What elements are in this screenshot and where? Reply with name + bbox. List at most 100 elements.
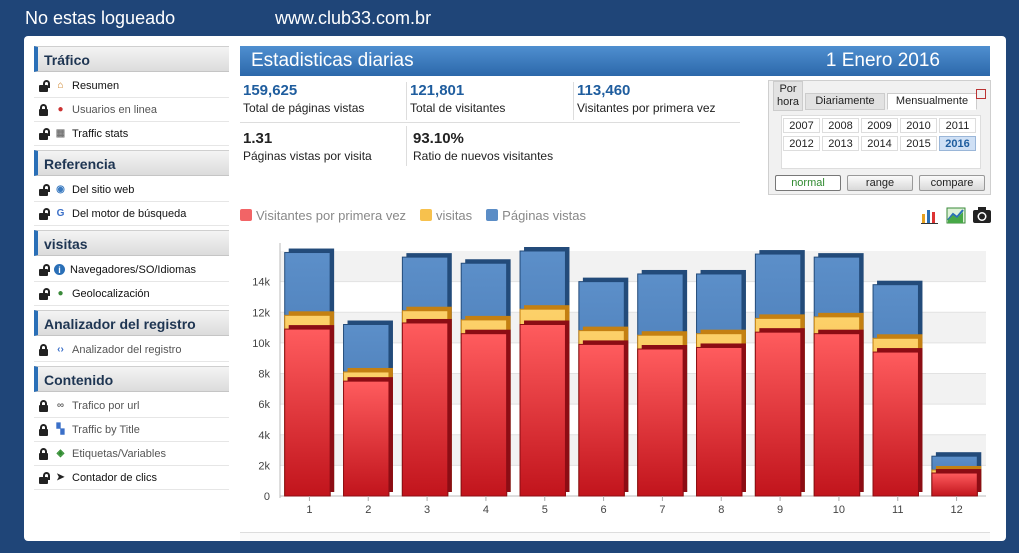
sidebar-item[interactable]: ➤ Contador de clics xyxy=(34,466,229,490)
sidebar-item-label: Del motor de búsqueda xyxy=(72,207,187,220)
sidebar-section-items: ◉ Del sitio web G Del motor de búsqueda xyxy=(34,176,229,230)
stat-first-time: 113,460 Visitantes por primera vez xyxy=(577,82,716,115)
legend-swatch xyxy=(486,209,499,221)
bar-chart-icon[interactable] xyxy=(920,206,940,224)
stat-label: Total de visitantes xyxy=(410,101,506,115)
live-icon: ● xyxy=(57,104,64,115)
legend-swatch xyxy=(420,209,433,221)
legend-item-first-time[interactable]: Visitantes por primera vez xyxy=(240,206,406,224)
sidebar-section-items: i Navegadores/SO/Idiomas ● Geolocalización xyxy=(34,256,229,310)
google-icon: G xyxy=(56,208,65,219)
blocks-icon: ▚ xyxy=(56,424,65,435)
year-button[interactable]: 2010 xyxy=(900,118,937,133)
sidebar-item[interactable]: ▚ Traffic by Title xyxy=(34,418,229,442)
legend-item-pageviews[interactable]: Páginas vistas xyxy=(486,206,586,224)
camera-icon[interactable] xyxy=(972,206,992,224)
unlocked-icon xyxy=(38,207,50,221)
bar-first-time xyxy=(519,324,566,497)
sidebar-item[interactable]: G Del motor de búsqueda xyxy=(34,202,229,226)
stat-value: 159,625 xyxy=(243,82,298,99)
mode-compare-button[interactable]: compare xyxy=(919,175,985,191)
stat-value: 113,460 xyxy=(577,82,631,99)
x-tick-label: 4 xyxy=(483,504,489,516)
unlocked-icon xyxy=(38,79,50,93)
sidebar-item[interactable]: ◉ Del sitio web xyxy=(34,178,229,202)
sidebar-item[interactable]: ● Usuarios en linea xyxy=(34,98,229,122)
sidebar-item-label: Resumen xyxy=(72,79,120,92)
x-tick-label: 11 xyxy=(892,504,903,516)
x-tick-label: 12 xyxy=(950,504,962,516)
stat-total-pages: 159,625 Total de páginas vistas xyxy=(243,82,364,115)
y-tick-label: 8k xyxy=(258,369,270,381)
link-icon: ∞ xyxy=(56,400,65,411)
sidebar-item[interactable]: ● Geolocalización xyxy=(34,282,229,306)
year-button[interactable]: 2009 xyxy=(861,118,898,133)
tab-monthly[interactable]: Mensualmente xyxy=(887,93,977,110)
sidebar-item[interactable]: ◈ Etiquetas/Variables xyxy=(34,442,229,466)
sidebar-item-label: Navegadores/SO/Idiomas xyxy=(70,263,196,276)
x-tick-label: 10 xyxy=(833,504,845,516)
page-header: Estadisticas diarias 1 Enero 2016 xyxy=(240,46,990,76)
site-url[interactable]: www.club33.com.br xyxy=(275,8,432,28)
sidebar-item-label: Geolocalización xyxy=(72,287,150,300)
sidebar-item-label: Analizador del registro xyxy=(72,343,182,356)
tab-hourly[interactable]: Por hora xyxy=(773,81,803,111)
tab-daily[interactable]: Diariamente xyxy=(805,93,885,110)
page-title: Estadisticas diarias xyxy=(251,50,414,71)
grid-band xyxy=(280,251,986,282)
x-tick-label: 3 xyxy=(424,504,430,516)
x-tick-label: 5 xyxy=(542,504,548,516)
code-icon: ‹› xyxy=(57,344,64,355)
bar-first-time xyxy=(343,380,390,497)
earth-icon: ● xyxy=(57,288,64,299)
tag-icon: ◈ xyxy=(56,448,65,459)
top-bar: No estas logueado www.club33.com.br xyxy=(0,0,1019,36)
sidebar-item[interactable]: ‹› Analizador del registro xyxy=(34,338,229,362)
sidebar-item-label: Traffic stats xyxy=(72,127,129,140)
stat-value: 121,801 xyxy=(410,82,465,99)
bar-first-time xyxy=(578,343,625,497)
lock-icon xyxy=(38,103,50,117)
info-icon: i xyxy=(54,264,65,275)
year-button[interactable]: 2007 xyxy=(783,118,820,133)
cursor-icon: ➤ xyxy=(56,472,65,483)
stats-summary: 159,625 Total de páginas vistas 121,801 … xyxy=(240,82,740,176)
bar-first-time xyxy=(872,351,919,497)
year-button[interactable]: 2016 xyxy=(939,136,976,151)
mode-range-button[interactable]: range xyxy=(847,175,913,191)
divider xyxy=(240,122,740,123)
year-button[interactable]: 2012 xyxy=(783,136,820,151)
calendar-icon[interactable] xyxy=(976,89,986,99)
mode-normal-button[interactable]: normal xyxy=(775,175,841,191)
year-grid: 2007 2008 2009 2010 2011 2012 2013 2014 2015 2016 xyxy=(781,115,981,169)
year-button[interactable]: 2015 xyxy=(900,136,937,151)
year-button[interactable]: 2011 xyxy=(939,118,976,133)
y-tick-label: 4k xyxy=(258,430,270,442)
legend-item-visits[interactable]: visitas xyxy=(420,206,472,224)
sidebar-section-header: Analizador del registro xyxy=(34,310,229,336)
sidebar-item[interactable]: i Navegadores/SO/Idiomas xyxy=(34,258,229,282)
y-tick-label: 2k xyxy=(258,460,270,472)
year-button[interactable]: 2013 xyxy=(822,136,859,151)
x-tick-label: 1 xyxy=(306,504,312,516)
year-button[interactable]: 2014 xyxy=(861,136,898,151)
calendar-icon: ▦ xyxy=(55,128,66,139)
bottom-strip xyxy=(240,532,990,541)
sidebar-item[interactable]: ▦ Traffic stats xyxy=(34,122,229,146)
sidebar-item[interactable]: ⌂ Resumen xyxy=(34,74,229,98)
sidebar-item-label: Traffic by Title xyxy=(72,423,140,436)
unlocked-icon xyxy=(38,127,50,141)
line-chart-icon[interactable] xyxy=(946,206,966,224)
stat-label: Total de páginas vistas xyxy=(243,101,365,115)
lock-icon xyxy=(38,423,50,437)
sidebar-section-header: Referencia xyxy=(34,150,229,176)
year-button[interactable]: 2008 xyxy=(822,118,859,133)
sidebar-item[interactable]: ∞ Trafico por url xyxy=(34,394,229,418)
tab-hourly-line2: hora xyxy=(776,96,800,108)
sidebar-item-label: Contador de clics xyxy=(72,471,157,484)
grid-band xyxy=(280,373,986,405)
stat-label: Páginas vistas por visita xyxy=(243,149,372,163)
bar-first-time xyxy=(754,331,802,497)
stat-new-ratio: 93.10% Ratio de nuevos visitantes xyxy=(413,130,553,163)
sidebar: Tráfico ⌂ Resumen ● Usuarios en linea ▦ Traffi… xyxy=(34,46,229,494)
